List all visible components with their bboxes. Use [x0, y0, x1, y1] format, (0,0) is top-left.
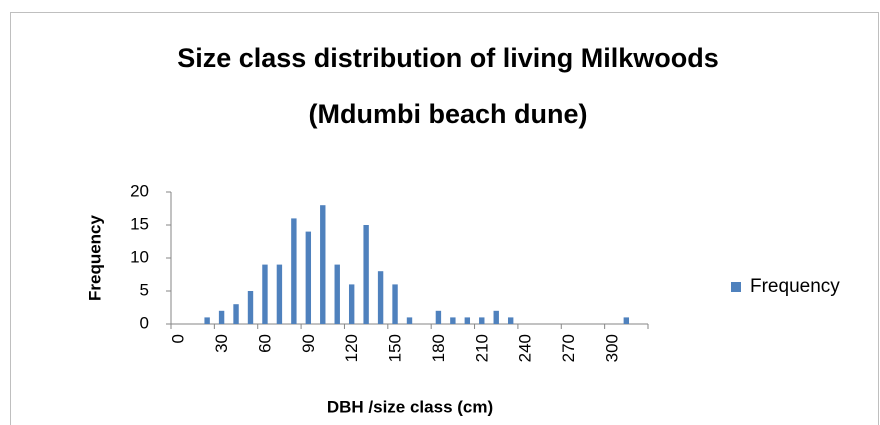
- x-tick-label: 120: [342, 334, 361, 362]
- x-tick-label: 180: [429, 334, 448, 362]
- x-axis-label: DBH /size class (cm): [327, 397, 493, 416]
- bar: [377, 271, 384, 324]
- y-tick-label: 5: [140, 280, 149, 299]
- bar: [262, 264, 268, 324]
- legend-swatch: [731, 282, 741, 292]
- bar: [464, 317, 471, 324]
- bar: [291, 218, 297, 324]
- bar: [276, 264, 283, 324]
- bar: [334, 264, 340, 324]
- y-tick-label: 15: [130, 214, 149, 233]
- x-tick-label: 30: [212, 334, 231, 353]
- bar: [479, 317, 485, 324]
- bar: [247, 291, 254, 324]
- bar: [493, 310, 499, 324]
- x-tick-label: 210: [472, 334, 491, 362]
- bar: [406, 317, 413, 324]
- bar: [363, 225, 369, 324]
- bar: [348, 284, 355, 324]
- x-tick-label: 240: [516, 334, 535, 362]
- y-axis-label: Frequency: [85, 214, 104, 301]
- bar: [450, 317, 456, 324]
- bar: [218, 310, 225, 324]
- y-tick-label: 20: [130, 181, 149, 200]
- x-tick-label: 90: [299, 334, 318, 353]
- legend-label: Frequency: [750, 276, 840, 297]
- x-tick-label: 300: [602, 334, 621, 362]
- x-tick-label: 150: [386, 334, 405, 362]
- bar: [392, 284, 398, 324]
- bar: [233, 304, 239, 324]
- bar: [204, 317, 210, 324]
- bar: [320, 205, 326, 324]
- y-tick-label: 10: [130, 247, 149, 266]
- x-tick-label: 60: [255, 334, 274, 353]
- y-tick-label: 0: [140, 313, 149, 332]
- chart-border: [10, 12, 879, 425]
- bar: [623, 317, 630, 324]
- x-tick-label: 270: [559, 334, 578, 362]
- bar: [305, 231, 312, 324]
- bar: [507, 317, 514, 324]
- chart-title: Size class distribution of living Milkwo…: [177, 43, 719, 73]
- bar: [435, 310, 442, 324]
- chart-title: (Mdumbi beach dune): [309, 99, 588, 129]
- x-tick-label: 0: [169, 334, 188, 343]
